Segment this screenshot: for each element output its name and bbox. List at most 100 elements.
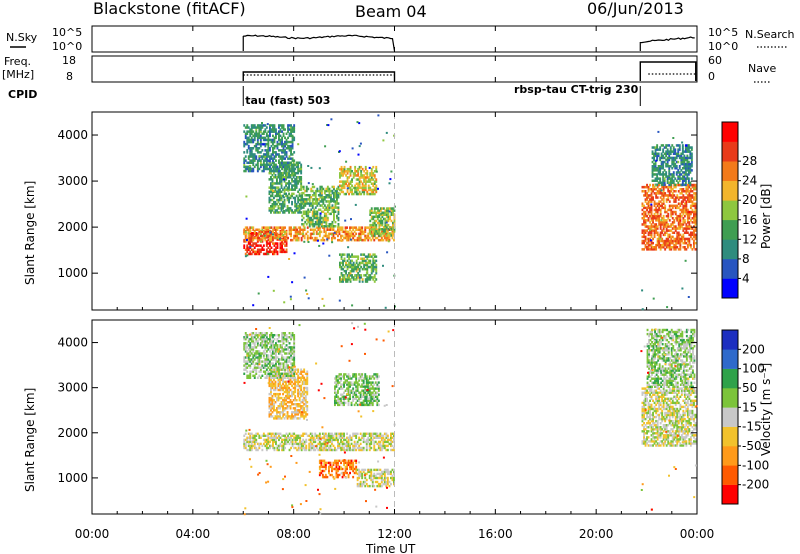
power-cell	[358, 190, 361, 194]
power-cell	[320, 194, 323, 197]
power-cell	[354, 255, 357, 258]
velocity-cell	[273, 378, 275, 382]
velocity-cell	[247, 432, 250, 435]
velocity-cell	[352, 387, 355, 390]
power-cell	[264, 159, 267, 162]
power-cell	[288, 147, 291, 150]
velocity-cell	[261, 434, 264, 437]
power-cell	[246, 167, 249, 171]
power-cell	[689, 235, 692, 239]
velocity-cell	[353, 442, 356, 446]
power-cell	[677, 160, 680, 164]
velocity-cell	[346, 465, 348, 469]
power-cell	[370, 232, 373, 236]
power-cell	[249, 151, 252, 154]
velocity-cell	[279, 444, 282, 448]
power-cell	[651, 169, 654, 172]
power-cell	[250, 240, 253, 243]
power-cell	[300, 188, 303, 191]
velocity-cell	[283, 380, 286, 384]
velocity-cell	[270, 399, 272, 402]
power-cell	[316, 202, 319, 205]
power-cell	[375, 180, 378, 183]
power-cell	[255, 228, 258, 231]
velocity-cell	[364, 397, 367, 400]
power-cell	[243, 232, 246, 236]
power-cell	[673, 221, 676, 224]
power-cell	[261, 136, 264, 140]
power-cell	[269, 234, 271, 237]
power-cell	[686, 194, 689, 197]
power-cell	[382, 226, 385, 229]
power-cell	[313, 223, 316, 226]
power-cell	[389, 207, 391, 210]
velocity-cell	[377, 446, 380, 450]
velocity-cell	[355, 387, 358, 390]
power-cell	[276, 198, 278, 202]
velocity-cell	[355, 377, 358, 380]
velocity-cell	[283, 401, 286, 404]
power-cell	[668, 241, 671, 245]
power-cell	[676, 204, 679, 208]
power-cell	[671, 217, 674, 220]
power-cell	[348, 182, 350, 185]
power-cell	[285, 165, 288, 169]
power-cell	[274, 205, 277, 208]
power-cell	[283, 190, 286, 193]
power-cell	[379, 232, 382, 236]
power-cell	[360, 176, 363, 179]
power-cell	[283, 178, 285, 181]
velocity-cell	[321, 446, 324, 450]
power-cell	[244, 155, 247, 158]
velocity-cell	[311, 434, 314, 437]
velocity-cell	[317, 442, 320, 446]
velocity-cell	[334, 467, 336, 471]
power-cell	[660, 165, 663, 168]
velocity-cell	[264, 434, 267, 437]
power-cell	[334, 200, 337, 203]
power-cell	[333, 206, 335, 209]
power-cell	[354, 265, 357, 269]
power-cell	[348, 192, 350, 196]
power-cell	[369, 274, 372, 277]
power-cell	[319, 204, 322, 207]
power-cell	[352, 226, 355, 229]
velocity-cell	[288, 405, 290, 408]
power-cell	[285, 232, 288, 235]
power-cell	[665, 243, 668, 247]
power-cell	[340, 172, 343, 175]
power-cell	[661, 198, 664, 201]
power-cell	[244, 165, 247, 169]
power-cell	[279, 157, 282, 160]
power-cell	[315, 238, 318, 242]
velocity-cell	[273, 392, 275, 396]
power-cell	[668, 235, 671, 239]
power-cell	[348, 170, 350, 173]
power-cell	[364, 234, 367, 238]
power-cell	[264, 165, 267, 169]
velocity-cell	[314, 438, 317, 442]
power-cell	[667, 194, 670, 197]
power-cell	[277, 182, 280, 185]
velocity-cell	[349, 393, 351, 396]
power-cell	[681, 162, 684, 166]
power-cell	[295, 207, 298, 210]
power-cell	[392, 213, 394, 216]
velocity-cell	[323, 459, 326, 462]
power-cell	[678, 167, 681, 170]
power-cell	[280, 196, 283, 200]
power-cell	[364, 172, 367, 175]
power-cell	[290, 130, 292, 133]
power-cell	[252, 234, 255, 237]
power-cell	[352, 232, 355, 236]
power-cell	[688, 243, 691, 247]
velocity-cell	[270, 388, 272, 392]
velocity-cell	[320, 463, 323, 467]
velocity-cell	[272, 438, 274, 442]
power-cell	[352, 263, 355, 267]
power-cell	[252, 153, 255, 156]
velocity-cell	[356, 440, 359, 444]
velocity-cell	[331, 467, 333, 471]
power-cell	[659, 171, 662, 174]
power-cell	[334, 204, 337, 207]
